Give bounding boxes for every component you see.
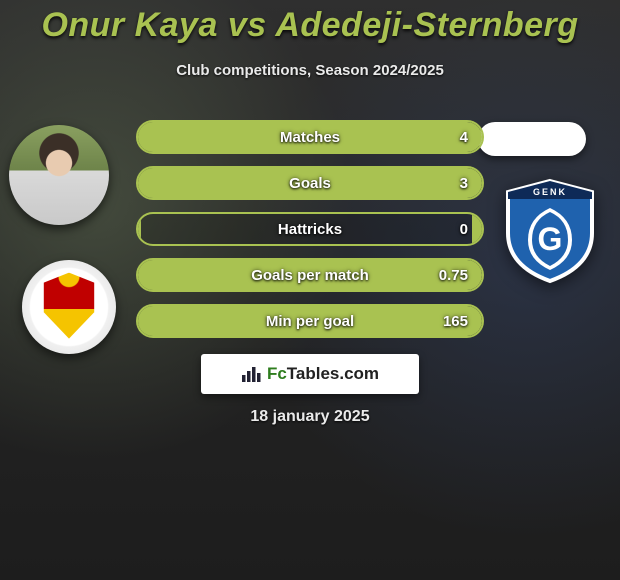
stat-label: Hattricks xyxy=(138,214,482,244)
date: 18 january 2025 xyxy=(0,408,620,426)
stats-panel: Matches4Goals3Hattricks0Goals per match0… xyxy=(136,120,484,350)
club-left-badge xyxy=(22,260,116,354)
stat-label: Min per goal xyxy=(138,306,482,336)
subtitle: Club competitions, Season 2024/2025 xyxy=(0,62,620,79)
svg-text:G: G xyxy=(538,221,563,257)
stat-value-right: 0.75 xyxy=(439,260,468,290)
brand-text: FcTables.com xyxy=(267,364,379,384)
stat-row: Goals3 xyxy=(136,166,484,200)
stat-label: Goals per match xyxy=(138,260,482,290)
stat-value-right: 165 xyxy=(443,306,468,336)
stat-row: Min per goal165 xyxy=(136,304,484,338)
brand-logo[interactable]: FcTables.com xyxy=(201,354,419,394)
stat-row: Hattricks0 xyxy=(136,212,484,246)
stat-label: Matches xyxy=(138,122,482,152)
stat-row: Matches4 xyxy=(136,120,484,154)
stat-row: Goals per match0.75 xyxy=(136,258,484,292)
club-right-badge: G GENK xyxy=(500,178,600,284)
page-title: Onur Kaya vs Adedeji-Sternberg xyxy=(0,6,620,45)
player-right-avatar xyxy=(478,122,586,156)
svg-text:GENK: GENK xyxy=(533,187,567,197)
stat-value-right: 3 xyxy=(460,168,468,198)
stat-value-right: 4 xyxy=(460,122,468,152)
bars-icon xyxy=(241,365,261,383)
stat-value-right: 0 xyxy=(460,214,468,244)
player-left-avatar xyxy=(9,125,109,225)
stat-label: Goals xyxy=(138,168,482,198)
